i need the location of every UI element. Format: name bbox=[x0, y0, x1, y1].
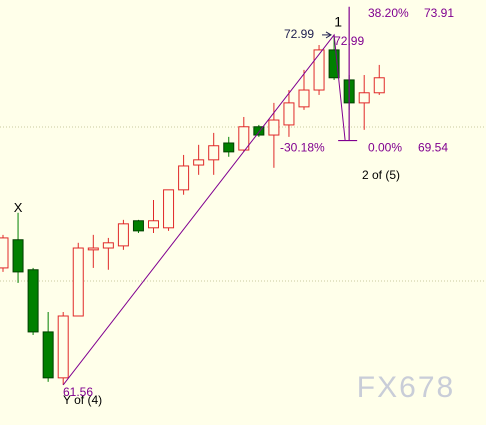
annotation: 72.99 bbox=[334, 34, 364, 48]
annotation: X bbox=[14, 200, 23, 215]
candle-body bbox=[42, 331, 54, 379]
annotation: 69.54 bbox=[418, 141, 448, 155]
wave-line bbox=[62, 33, 346, 386]
annotation: 2 of (5) bbox=[362, 168, 400, 182]
annotation: Y of (4) bbox=[63, 393, 102, 407]
candle-body bbox=[12, 239, 24, 273]
candle-body bbox=[328, 49, 340, 79]
candle-body bbox=[223, 142, 235, 153]
annotation: 1 bbox=[334, 14, 342, 30]
candle-body bbox=[193, 159, 205, 166]
candle-body bbox=[0, 237, 9, 269]
annotation: 61.56 bbox=[63, 385, 93, 399]
candle-body bbox=[117, 223, 129, 247]
candle-body bbox=[163, 189, 175, 229]
annotation: 72.99 bbox=[284, 27, 314, 41]
watermark: FX678 bbox=[357, 371, 455, 404]
candle-body bbox=[208, 145, 220, 161]
candle-body bbox=[373, 77, 385, 94]
arrow-head bbox=[325, 31, 332, 39]
candle-body bbox=[313, 49, 325, 91]
candle-body bbox=[253, 126, 265, 136]
annotation: 0.00% bbox=[368, 141, 402, 155]
candle-body bbox=[27, 269, 39, 333]
candle-body bbox=[238, 126, 250, 151]
candle-body bbox=[283, 102, 295, 126]
annotation: 38.20% bbox=[368, 6, 409, 20]
annotation: -30.18% bbox=[280, 141, 325, 155]
candle-body bbox=[57, 315, 69, 379]
candle-body bbox=[178, 165, 190, 191]
candle-body bbox=[148, 220, 159, 229]
candle-body bbox=[298, 89, 310, 108]
candle-body bbox=[72, 247, 84, 317]
candle-body bbox=[102, 242, 114, 249]
candle-body bbox=[268, 119, 280, 136]
candle-body bbox=[132, 220, 144, 232]
candle-body bbox=[358, 92, 370, 104]
annotation: 73.91 bbox=[424, 6, 454, 20]
candle-body bbox=[87, 247, 99, 251]
